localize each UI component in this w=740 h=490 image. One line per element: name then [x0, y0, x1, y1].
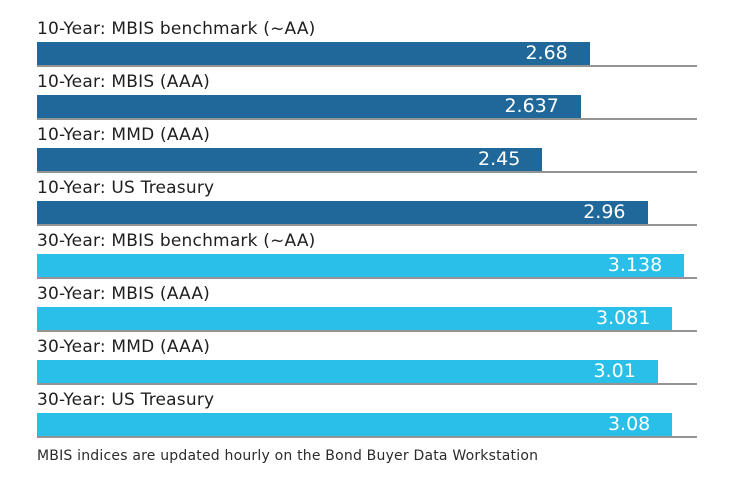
bar-track: 2.637 — [37, 95, 697, 120]
bar-30y-mbis-aaa: 3.081 — [37, 307, 673, 330]
bar-10y-mmd-aaa: 2.45 — [37, 148, 543, 171]
chart-row: 30-Year: MMD (AAA) 3.01 — [37, 332, 697, 385]
chart-row: 30-Year: MBIS (AAA) 3.081 — [37, 279, 697, 332]
chart-row: 30-Year: US Treasury 3.08 — [37, 385, 697, 438]
bar-value-label: 2.637 — [504, 95, 559, 117]
category-label: 10-Year: MBIS benchmark (~AA) — [37, 19, 316, 39]
bond-yield-bar-chart: 10-Year: MBIS benchmark (~AA) 2.68 10-Ye… — [37, 14, 697, 464]
category-label: 30-Year: US Treasury — [37, 390, 215, 410]
category-label: 30-Year: MMD (AAA) — [37, 337, 211, 357]
bar-30y-mmd-aaa: 3.01 — [37, 360, 658, 383]
category-label: 30-Year: MBIS (AAA) — [37, 284, 211, 304]
bar-track: 2.68 — [37, 42, 697, 67]
chart-row: 10-Year: MBIS (AAA) 2.637 — [37, 67, 697, 120]
chart-row: 10-Year: MBIS benchmark (~AA) 2.68 — [37, 14, 697, 67]
bar-value-label: 3.08 — [607, 413, 651, 435]
category-label: 10-Year: MBIS (AAA) — [37, 72, 211, 92]
bar-10y-mbis-benchmark: 2.68 — [37, 42, 590, 65]
chart-row: 10-Year: MMD (AAA) 2.45 — [37, 120, 697, 173]
bar-value-label: 3.081 — [596, 307, 651, 329]
bar-10y-mbis-aaa: 2.637 — [37, 95, 581, 118]
bar-value-label: 2.45 — [478, 148, 521, 170]
category-label: 10-Year: US Treasury — [37, 178, 215, 198]
category-label: 30-Year: MBIS benchmark (~AA) — [37, 231, 316, 251]
bar-10y-us-treasury: 2.96 — [37, 201, 648, 224]
bar-track: 3.081 — [37, 307, 697, 332]
bar-track: 2.96 — [37, 201, 697, 226]
chart-row: 30-Year: MBIS benchmark (~AA) 3.138 — [37, 226, 697, 279]
chart-row: 10-Year: US Treasury 2.96 — [37, 173, 697, 226]
bar-value-label: 2.68 — [525, 42, 568, 64]
chart-footnote: MBIS indices are updated hourly on the B… — [37, 448, 539, 464]
bar-track: 3.138 — [37, 254, 697, 279]
bar-30y-mbis-benchmark: 3.138 — [37, 254, 685, 277]
bar-track: 3.01 — [37, 360, 697, 385]
bar-30y-us-treasury: 3.08 — [37, 413, 673, 436]
bar-value-label: 3.01 — [593, 360, 636, 382]
bar-track: 2.45 — [37, 148, 697, 173]
bar-track: 3.08 — [37, 413, 697, 438]
bar-value-label: 3.138 — [607, 254, 663, 276]
bar-value-label: 2.96 — [583, 201, 626, 223]
category-label: 10-Year: MMD (AAA) — [37, 125, 211, 145]
